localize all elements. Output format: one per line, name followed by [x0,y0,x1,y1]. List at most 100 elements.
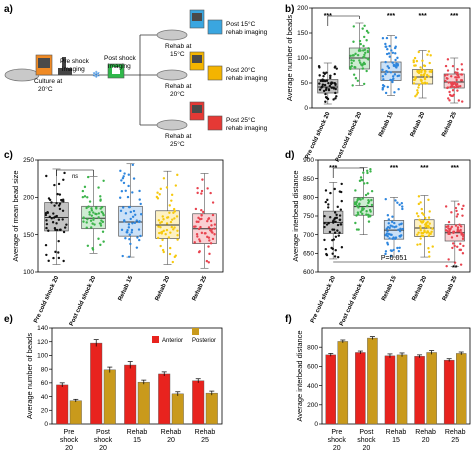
data-point [127,173,130,176]
data-point [362,55,365,59]
rehab-20-label-2: 20°C [170,90,185,98]
data-point [329,76,332,80]
data-point [366,169,369,173]
data-point [391,78,394,82]
bar [414,356,425,425]
data-point [350,61,353,65]
significance-mark: ** [452,265,458,272]
data-point [462,244,465,248]
data-point [58,193,62,196]
y-tick-label: 150 [297,30,308,37]
data-point [444,74,447,77]
data-point [364,51,367,54]
data-point [81,195,85,199]
data-point [327,206,330,209]
data-point [456,73,459,76]
data-point [419,78,423,82]
data-point [456,89,459,92]
data-point [458,223,461,226]
y-tick-label: 100 [37,353,48,360]
dish-icon [156,29,188,41]
data-point [391,237,394,240]
data-point [400,202,404,205]
data-point [398,246,401,249]
data-point [356,198,359,202]
data-point [55,202,58,205]
data-point [47,259,50,263]
data-point [62,178,65,182]
data-point [213,223,217,226]
data-point [352,40,355,43]
data-point [417,214,420,218]
data-point [384,42,387,46]
data-point [386,214,390,217]
data-point [325,96,329,100]
y-tick-label: 50 [301,80,309,87]
data-point [175,215,179,218]
data-point [86,218,89,221]
data-point [335,67,338,70]
data-point [428,61,431,65]
data-point [94,212,97,216]
data-point [47,229,50,232]
data-point [388,44,391,48]
category-label-word: 20 [65,445,73,452]
y-tick-label: 0 [304,105,308,112]
data-point [61,209,65,212]
snowflake-icon: ❄ [92,70,100,81]
data-point [207,236,211,239]
microscope-icon [58,57,72,75]
y-tick-label: 600 [303,269,314,276]
data-point [459,228,462,232]
data-point [52,256,55,260]
data-point [82,216,85,219]
panel-letter-d: d) [285,150,294,161]
data-point [82,220,85,223]
data-point [416,89,419,92]
data-point [420,207,423,211]
data-point [455,78,458,82]
data-point [419,243,422,246]
data-point [336,205,339,209]
data-point [363,24,366,28]
data-point [454,76,457,79]
data-point [384,45,387,48]
data-point [427,234,431,237]
data-point [329,74,332,77]
data-point [134,213,137,216]
data-point [126,195,130,199]
data-point [193,241,196,244]
data-point [211,231,214,234]
data-point [396,64,399,67]
data-point [45,226,48,230]
category-label: Rehab 15 [381,275,398,302]
microscope-20-icon [207,65,223,81]
data-point [415,212,419,215]
data-point [200,231,204,235]
data-point [456,245,459,248]
significance-mark: *** [419,13,427,20]
data-point [412,78,416,82]
panel-letter-a: a) [4,4,13,15]
data-point [398,203,401,207]
significance-mark: *** [324,13,332,20]
data-point [413,56,417,60]
data-point [334,91,337,95]
data-point [318,88,322,91]
data-point [48,215,51,219]
data-point [389,254,393,258]
data-point [176,238,179,241]
data-point [350,59,353,62]
y-tick-label: 800 [307,344,318,351]
data-point [417,83,421,87]
data-point [365,213,368,216]
data-point [159,187,163,191]
data-point [447,258,450,261]
data-point [418,225,422,228]
data-point [99,207,102,210]
data-point [324,200,327,204]
data-point [417,71,421,75]
bar [56,384,69,425]
